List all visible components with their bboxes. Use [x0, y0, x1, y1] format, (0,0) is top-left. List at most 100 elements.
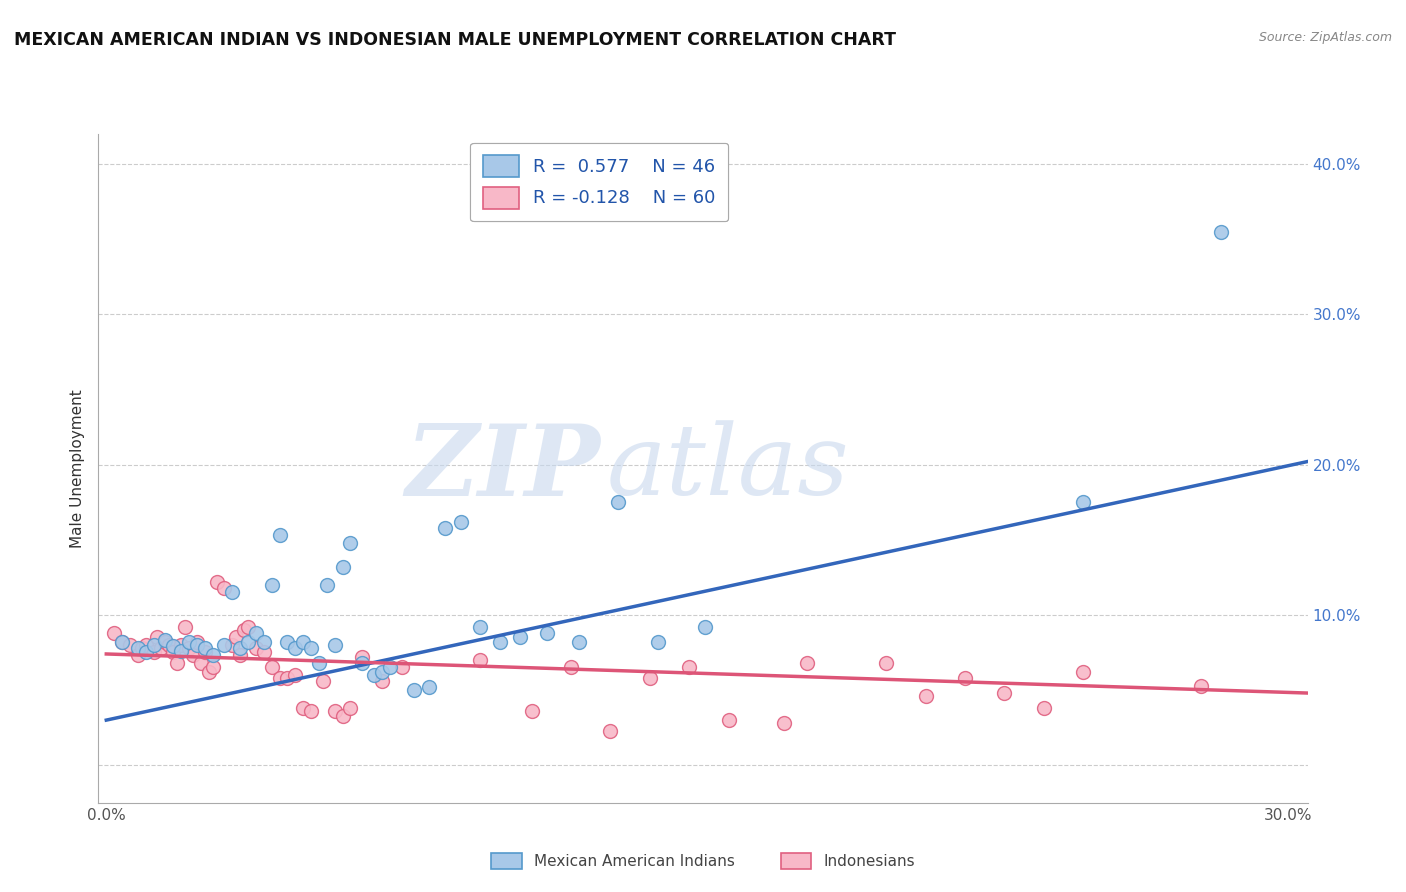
Point [371, 665, 394, 679]
Point [177, 640, 200, 655]
Point [323, 638, 346, 652]
Point [332, 708, 354, 723]
Point [352, 656, 374, 670]
Point [225, 631, 247, 645]
Point [253, 645, 276, 659]
Point [269, 671, 291, 685]
Point [229, 648, 252, 663]
Point [796, 656, 818, 670]
Point [170, 644, 193, 658]
Point [142, 638, 165, 652]
Point [993, 686, 1015, 700]
Point [214, 638, 236, 652]
Point [155, 633, 177, 648]
Point [111, 635, 134, 649]
Point [177, 635, 200, 649]
Point [371, 673, 394, 688]
Point [470, 653, 492, 667]
Point [233, 623, 256, 637]
Point [245, 640, 267, 655]
Point [391, 660, 413, 674]
Point [236, 635, 259, 649]
Point [142, 645, 165, 659]
Legend: Mexican American Indians, Indonesians: Mexican American Indians, Indonesians [485, 847, 921, 875]
Point [418, 680, 440, 694]
Point [308, 656, 330, 670]
Point [162, 645, 184, 659]
Point [221, 585, 243, 599]
Point [312, 673, 335, 688]
Point [127, 640, 149, 655]
Point [253, 635, 276, 649]
Point [236, 620, 259, 634]
Point [186, 635, 208, 649]
Point [560, 660, 582, 674]
Point [150, 640, 173, 655]
Point [536, 626, 558, 640]
Point [607, 495, 630, 509]
Point [1071, 665, 1094, 679]
Point [260, 660, 283, 674]
Point [162, 640, 184, 654]
Point [245, 626, 267, 640]
Legend: R =  0.577    N = 46, R = -0.128    N = 60: R = 0.577 N = 46, R = -0.128 N = 60 [470, 143, 728, 221]
Point [678, 660, 700, 674]
Point [155, 635, 177, 649]
Point [194, 640, 217, 655]
Point [181, 648, 204, 663]
Text: ZIP: ZIP [405, 420, 600, 516]
Point [166, 656, 188, 670]
Point [434, 521, 457, 535]
Point [201, 648, 224, 663]
Point [450, 515, 472, 529]
Point [292, 701, 315, 715]
Point [135, 645, 157, 659]
Point [717, 713, 740, 727]
Point [315, 578, 337, 592]
Point [875, 656, 897, 670]
Point [229, 640, 252, 655]
Point [186, 638, 208, 652]
Point [1071, 495, 1094, 509]
Point [214, 581, 236, 595]
Point [276, 635, 298, 649]
Point [402, 683, 425, 698]
Point [599, 723, 621, 738]
Point [520, 704, 543, 718]
Point [352, 650, 374, 665]
Point [299, 704, 322, 718]
Point [953, 671, 976, 685]
Point [1209, 225, 1232, 239]
Point [647, 635, 669, 649]
Point [111, 635, 134, 649]
Point [1189, 679, 1212, 693]
Point [470, 620, 492, 634]
Point [146, 631, 169, 645]
Point [118, 638, 141, 652]
Point [190, 656, 212, 670]
Point [378, 660, 401, 674]
Point [276, 671, 298, 685]
Point [284, 640, 307, 655]
Point [157, 638, 180, 652]
Point [260, 578, 283, 592]
Point [135, 638, 157, 652]
Point [693, 620, 716, 634]
Point [131, 640, 153, 655]
Point [772, 716, 794, 731]
Point [509, 631, 531, 645]
Point [221, 638, 243, 652]
Point [205, 574, 228, 589]
Point [339, 701, 361, 715]
Point [1032, 701, 1054, 715]
Text: atlas: atlas [606, 421, 849, 516]
Point [197, 665, 219, 679]
Point [284, 668, 307, 682]
Point [201, 660, 224, 674]
Point [323, 704, 346, 718]
Text: Source: ZipAtlas.com: Source: ZipAtlas.com [1258, 31, 1392, 45]
Point [174, 620, 197, 634]
Point [292, 635, 315, 649]
Y-axis label: Male Unemployment: Male Unemployment [70, 389, 86, 548]
Point [363, 668, 385, 682]
